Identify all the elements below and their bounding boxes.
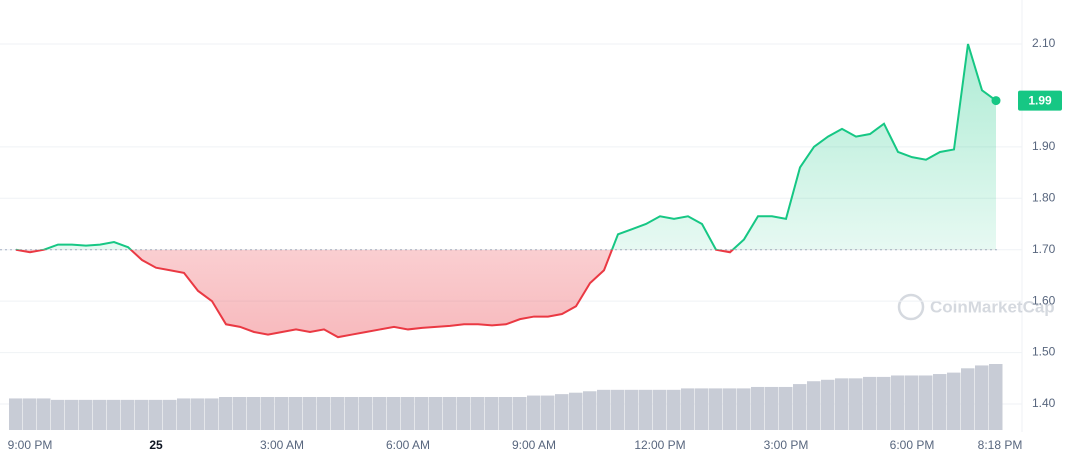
x-tick-label: 9:00 PM	[8, 438, 53, 452]
volume-bar	[275, 397, 289, 430]
price-line-down	[15, 249, 735, 339]
volume-bar	[723, 388, 737, 430]
volume-bar	[65, 399, 79, 430]
volume-bar	[191, 398, 205, 430]
volume-bar	[751, 386, 765, 430]
volume-bar	[919, 375, 933, 430]
volume-bar	[891, 375, 905, 430]
volume-bar	[177, 398, 191, 430]
y-tick-label: 1.70	[1032, 242, 1056, 256]
volume-bar	[135, 399, 149, 430]
y-tick-label: 1.50	[1032, 345, 1056, 359]
volume-bar	[653, 389, 667, 430]
volume-bar	[107, 399, 121, 430]
volume-bar	[835, 378, 849, 430]
volume-bar	[905, 375, 919, 430]
volume-bar	[597, 389, 611, 430]
y-tick-label: 1.40	[1032, 396, 1056, 410]
volume-bar	[765, 386, 779, 430]
volume-bar	[877, 376, 891, 430]
volume-bar	[163, 399, 177, 430]
last-point	[991, 96, 1001, 106]
volume-bar	[23, 398, 37, 430]
volume-bar	[485, 397, 499, 430]
x-tick-label: 3:00 AM	[260, 438, 304, 452]
volume-bar	[779, 386, 793, 430]
volume-bar	[471, 397, 485, 430]
x-tick-label: 3:00 PM	[764, 438, 809, 452]
volume-bar	[415, 397, 429, 430]
price-line-up	[15, 43, 997, 250]
volume-bar	[373, 397, 387, 430]
volume-bar	[737, 388, 751, 430]
volume-bar	[513, 397, 527, 430]
y-tick-label: 2.10	[1032, 36, 1056, 50]
volume-bar	[261, 397, 275, 430]
watermark-icon	[897, 293, 925, 321]
volume-bar	[37, 398, 51, 430]
volume-bar	[289, 397, 303, 430]
volume-bar	[205, 398, 219, 430]
volume-bar	[793, 384, 807, 430]
volume-bar	[625, 389, 639, 430]
watermark-group: CoinMarketCap	[897, 293, 1055, 321]
volume-bar	[401, 397, 415, 430]
volume-bar	[947, 372, 961, 430]
watermark: CoinMarketCap	[930, 297, 1055, 316]
x-tick-label: 25	[149, 438, 163, 452]
volume-bar	[569, 392, 583, 430]
volume-bar	[9, 398, 23, 430]
volume-bar	[457, 397, 471, 430]
x-tick-label: 8:18 PM	[978, 438, 1023, 452]
y-tick-label: 1.90	[1032, 139, 1056, 153]
volume-bar	[303, 397, 317, 430]
volume-bar	[331, 397, 345, 430]
volume-bar	[709, 388, 723, 430]
volume-bar	[219, 397, 233, 430]
volume-bar	[359, 397, 373, 430]
volume-bar	[555, 394, 569, 430]
volume-bar	[961, 368, 975, 430]
volume-bar	[863, 376, 877, 430]
volume-bar	[233, 397, 247, 430]
y-tick-label: 1.80	[1032, 190, 1056, 204]
x-tick-label: 9:00 AM	[512, 438, 556, 452]
volume-bar	[639, 389, 653, 430]
x-tick-label: 6:00 AM	[386, 438, 430, 452]
x-tick-label: 6:00 PM	[890, 438, 935, 452]
volume-bar	[345, 397, 359, 430]
price-tag	[1018, 90, 1062, 111]
volume-bar	[681, 388, 695, 430]
volume-bar	[499, 397, 513, 430]
price-tag-label: 1.99	[1028, 94, 1052, 108]
volume-bar	[667, 389, 681, 430]
volume-bar	[79, 399, 93, 430]
volume-bar	[695, 388, 709, 430]
volume-bar	[807, 381, 821, 430]
volume-bar	[821, 379, 835, 430]
y-tick-label: 1.60	[1032, 293, 1056, 307]
volume-bar	[849, 378, 863, 430]
volume-bar	[247, 397, 261, 430]
volume-bar	[443, 397, 457, 430]
volume-bar	[933, 374, 947, 430]
volume-bar	[527, 395, 541, 430]
volume-bar	[317, 397, 331, 430]
volume-bar	[583, 391, 597, 430]
volume-bar	[149, 399, 163, 430]
area-up	[16, 44, 996, 250]
volume-bar	[541, 395, 555, 430]
volume-bar	[121, 399, 135, 430]
volume-bar	[611, 389, 625, 430]
volume-bar	[429, 397, 443, 430]
volume-bar	[387, 397, 401, 430]
volume-bar	[989, 364, 1003, 430]
x-tick-label: 12:00 PM	[634, 438, 685, 452]
volume-bar	[51, 399, 65, 430]
volume-bar	[93, 399, 107, 430]
volume-bar	[975, 365, 989, 430]
